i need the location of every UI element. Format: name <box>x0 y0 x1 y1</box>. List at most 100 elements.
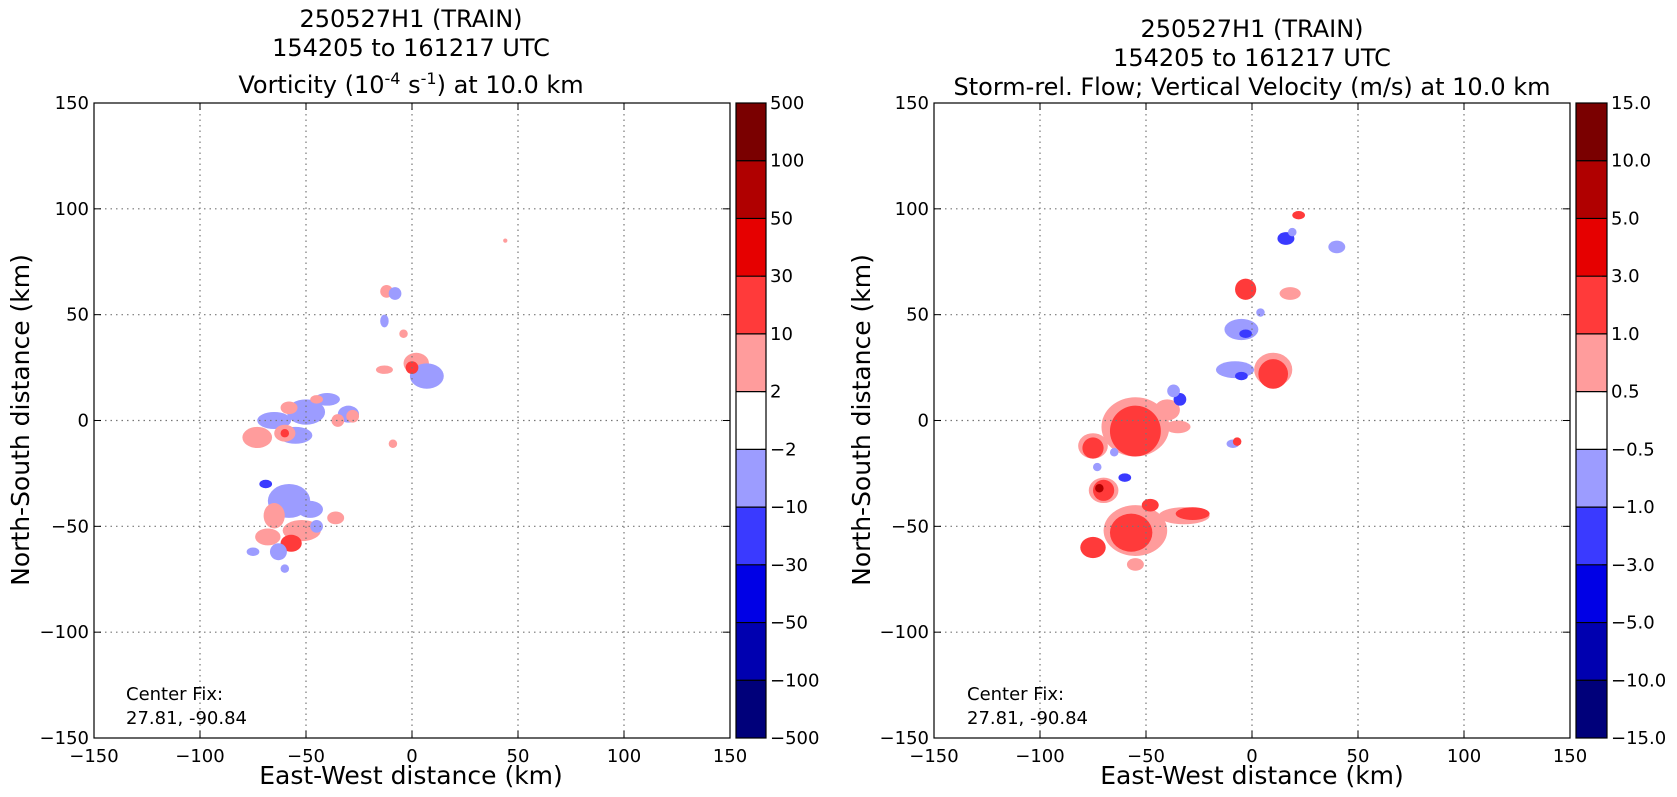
vorticity-x-tick-label: 50 <box>507 746 530 767</box>
vorticity-contour-region-24 <box>263 503 285 529</box>
velocity-colorbar-tick-label: −10.0 <box>1611 670 1666 691</box>
velocity-y-tick-label: 0 <box>918 411 929 432</box>
vorticity-contour-region-1 <box>388 287 402 300</box>
vorticity-contour-region-28 <box>280 534 302 552</box>
velocity-x-tick-label: 100 <box>1447 746 1481 767</box>
velocity-contour-region-34 <box>1118 473 1132 482</box>
vorticity-y-tick-label: −50 <box>51 516 89 537</box>
velocity-contour-region-20 <box>1167 384 1180 398</box>
velocity-contour-region-11 <box>1215 361 1255 379</box>
vorticity-colorbar-tick-label: −50 <box>770 613 808 634</box>
vorticity-y-tick-label: 0 <box>78 411 89 432</box>
velocity-colorbar-segment <box>1576 564 1607 623</box>
velocity-contour-region-28 <box>1095 484 1104 493</box>
vorticity-x-tick-label: −150 <box>69 746 118 767</box>
vorticity-title-line-3: Vorticity (10-4 s-1) at 10.0 km <box>238 69 583 99</box>
velocity-colorbar-segment <box>1576 622 1607 681</box>
velocity-contour-region-2 <box>1288 227 1297 237</box>
vorticity-colorbar-tick-label: 500 <box>770 93 804 114</box>
vorticity-y-tick-label: 150 <box>55 93 89 114</box>
velocity-x-tick-label: −50 <box>1127 746 1165 767</box>
velocity-y-tick-label: 50 <box>906 305 929 326</box>
velocity-y-axis-label: North-South distance (km) <box>847 254 876 586</box>
velocity-x-tick-label: 50 <box>1347 746 1370 767</box>
velocity-y-tick-label: −100 <box>880 622 929 643</box>
vorticity-colorbar-frame <box>735 102 767 739</box>
vorticity-colorbar-tick-label: 100 <box>770 151 804 172</box>
velocity-colorbar-tick-label: −0.5 <box>1611 439 1655 460</box>
velocity-x-tick-label: −150 <box>909 746 958 767</box>
velocity-colorbar-tick-label: 5.0 <box>1611 208 1640 229</box>
vorticity-colorbar-tick-label: 30 <box>770 266 793 287</box>
velocity-contour-region-3 <box>1328 240 1346 254</box>
vorticity-contour-region-27 <box>327 511 345 525</box>
vorticity-x-tick-label: 100 <box>607 746 641 767</box>
vorticity-x-tick-label: −100 <box>175 746 224 767</box>
vorticity-title-line-2: 154205 to 161217 UTC <box>272 34 550 62</box>
velocity-title-line-1: 250527H1 (TRAIN) <box>1140 15 1363 43</box>
vorticity-x-tick-label: 150 <box>713 746 747 767</box>
velocity-contour-region-12 <box>1235 371 1248 381</box>
velocity-colorbar-segment <box>1576 680 1607 738</box>
velocity-plot-frame <box>933 102 1571 739</box>
vorticity-colorbar-segment <box>736 276 766 334</box>
velocity-contour-region-18 <box>1082 437 1104 459</box>
velocity-contour-region-32 <box>1141 498 1159 512</box>
velocity-colorbar-frame <box>1575 102 1608 739</box>
velocity-y-tick-label: −50 <box>891 516 929 537</box>
vorticity-contour-region-15 <box>242 426 273 449</box>
velocity-contour-region-15 <box>1154 399 1180 421</box>
velocity-center-fix-coordinates: 27.81, -90.84 <box>967 708 1088 729</box>
vorticity-colorbar-tick-label: −30 <box>770 555 808 576</box>
velocity-colorbar-segment <box>1576 218 1607 277</box>
vorticity-contour-region-17 <box>280 401 298 415</box>
vorticity-colorbar-segment <box>736 680 766 738</box>
velocity-colorbar: 15.0 10.0 5.0 3.0 1.0 0.5 −0.5 −1.0 −3.0 −5.0 −10.… <box>1575 93 1666 749</box>
vorticity-contour-region-10 <box>257 412 292 429</box>
vorticity-colorbar-segment <box>736 507 766 565</box>
velocity-colorbar-tick-label: −15.0 <box>1611 728 1666 749</box>
vorticity-colorbar-segment <box>736 564 766 623</box>
velocity-contour-region-23 <box>1232 437 1242 446</box>
vorticity-colorbar-segment <box>736 449 766 508</box>
vorticity-y-tick-label: −100 <box>40 622 89 643</box>
vorticity-x-tick-label: 0 <box>406 746 417 767</box>
vorticity-contour-region-33 <box>280 564 290 573</box>
vorticity-contour-region-26 <box>255 528 281 546</box>
vorticity-contour-region-29 <box>269 543 287 561</box>
vorticity-plot-area: −150 150 −100 100 −50 50 0 0 50 −50 100 −100 150 −150 <box>40 93 748 767</box>
velocity-colorbar-segment <box>1576 103 1607 161</box>
velocity-contour-region-8 <box>1256 308 1265 317</box>
vorticity-contour-region-31 <box>259 479 273 489</box>
velocity-title-line-2: 154205 to 161217 UTC <box>1113 44 1391 72</box>
velocity-x-tick-label: 150 <box>1553 746 1587 767</box>
vorticity-contour-region-5 <box>409 363 444 389</box>
velocity-center-fix-label: Center Fix: <box>967 684 1064 705</box>
vorticity-y-tick-label: 100 <box>55 199 89 220</box>
vorticity-contour-region-21 <box>280 428 290 438</box>
velocity-contour-region-21 <box>1109 448 1119 457</box>
vorticity-colorbar: 500 100 50 30 10 2 −2 −10 −30 −50 −100 −500 <box>735 93 819 749</box>
velocity-contour-region-25 <box>1109 513 1153 552</box>
velocity-contour-region-33 <box>1093 462 1102 472</box>
vorticity-contour-region-2 <box>380 314 389 328</box>
velocity-contour-fields <box>1078 210 1346 571</box>
velocity-colorbar-segment <box>1576 276 1607 334</box>
velocity-contour-region-16 <box>1165 420 1191 434</box>
velocity-colorbar-tick-label: 1.0 <box>1611 324 1640 345</box>
vorticity-colorbar-tick-label: −500 <box>770 728 819 749</box>
velocity-y-tick-label: 100 <box>895 199 929 220</box>
vorticity-colorbar-tick-label: −10 <box>770 497 808 518</box>
vorticity-panel: 250527H1 (TRAIN) 154205 to 161217 UTC Vo… <box>6 5 819 790</box>
vertical-velocity-panel: 250527H1 (TRAIN) 154205 to 161217 UTC St… <box>847 15 1666 790</box>
vorticity-colorbar-tick-label: 10 <box>770 324 793 345</box>
velocity-contour-region-14 <box>1109 405 1161 457</box>
velocity-colorbar-segment <box>1576 333 1607 392</box>
vorticity-contour-region-8 <box>503 238 508 243</box>
velocity-contour-region-31 <box>1080 536 1106 559</box>
vorticity-x-axis-label: East-West distance (km) <box>259 761 563 790</box>
velocity-colorbar-tick-label: 15.0 <box>1611 93 1651 114</box>
vorticity-center-fix-label: Center Fix: <box>126 684 223 705</box>
velocity-contour-region-35 <box>1126 558 1144 571</box>
velocity-colorbar-segment <box>1576 391 1607 450</box>
